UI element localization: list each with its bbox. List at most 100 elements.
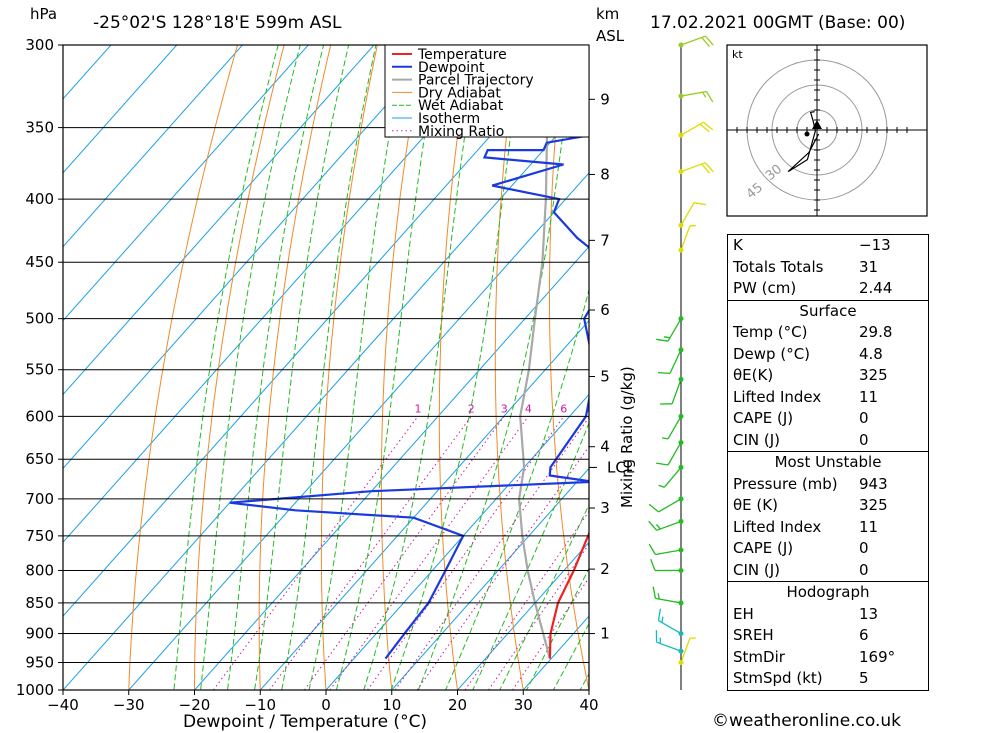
most-unstable-row-label: Pressure (mb) xyxy=(733,474,838,493)
mixing-ratio-label: 20 xyxy=(671,402,685,415)
dry-adiabat-line xyxy=(258,45,332,690)
wind-barb xyxy=(657,347,684,375)
wind-barb xyxy=(678,35,714,48)
mixing-ratio-label: 10 xyxy=(604,402,618,415)
index-row-label: PW (cm) xyxy=(733,279,797,297)
x-tick-label: 0 xyxy=(321,696,331,714)
index-row-value: 2.44 xyxy=(859,279,893,297)
most-unstable-row: Lifted Index 11 xyxy=(728,517,928,539)
surface-row-label: Dewp (°C) xyxy=(733,344,811,363)
pressure-tick-label: 700 xyxy=(25,490,54,508)
most-unstable-row: CIN (J) 0 xyxy=(728,560,928,582)
legend-entry: Dewpoint xyxy=(418,60,485,76)
pressure-tick-label: 650 xyxy=(25,450,54,468)
legend-box xyxy=(384,44,590,138)
datetime-title: 17.02.2021 00GMT (Base: 00) xyxy=(650,13,905,33)
surface-row: θE(K) 325 xyxy=(728,365,928,387)
surface-row: Dewp (°C) 4.8 xyxy=(728,344,928,366)
most-unstable-row-value: 325 xyxy=(859,496,888,514)
index-row-value: −13 xyxy=(859,236,891,254)
isotherm-line xyxy=(63,45,178,174)
most-unstable-row: Pressure (mb) 943 xyxy=(728,474,928,496)
km-tick-label: 7 xyxy=(600,231,610,249)
wet-adiabat-line xyxy=(499,503,589,690)
units-label: hPa xyxy=(30,5,57,23)
km-tick-label: 1 xyxy=(600,625,610,643)
surface-row-value: 29.8 xyxy=(859,323,893,341)
mixing-ratio-label: 1 xyxy=(415,402,422,415)
km-label: km xyxy=(596,5,619,23)
hodograph-row-label: StmDir xyxy=(733,647,785,666)
surface-row-value: 0 xyxy=(859,430,869,449)
isotherm-line xyxy=(63,45,309,322)
wind-barb xyxy=(678,90,714,103)
dry-adiabat-line xyxy=(975,0,1000,716)
lcl-label: LCL xyxy=(607,458,635,476)
mixing-ratio-line xyxy=(329,416,529,690)
location-title: -25°02'S 128°18'E 599m ASL xyxy=(93,13,342,33)
isotherm-line xyxy=(391,467,589,690)
pressure-tick-label: 750 xyxy=(25,527,54,545)
surface-row-value: 4.8 xyxy=(859,344,883,363)
wind-barb xyxy=(678,225,696,253)
wind-barb xyxy=(656,439,684,466)
most-unstable-row: θE (K) 325 xyxy=(728,495,928,517)
km-tick-label: 8 xyxy=(600,165,610,183)
dry-adiabat-line xyxy=(653,0,728,716)
mixing-ratio-label: 25 xyxy=(693,402,707,415)
index-row-label: K xyxy=(733,236,743,254)
hodograph-table-header: Hodograph xyxy=(728,581,928,604)
mixing-ratio-label: 3 xyxy=(501,402,508,415)
hodograph-unit-label: kt xyxy=(732,48,743,61)
wind-barb xyxy=(661,413,684,440)
most-unstable-row-value: 943 xyxy=(859,474,888,493)
most-unstable-row-label: CIN (J) xyxy=(733,560,781,579)
surface-row: Temp (°C) 29.8 xyxy=(728,322,928,344)
x-tick-label: −20 xyxy=(179,696,211,714)
legend-entry: Mixing Ratio xyxy=(418,124,504,140)
pressure-tick-label: 600 xyxy=(25,407,54,425)
mixing-ratio-line xyxy=(269,416,472,690)
hodograph-row-label: StmSpd (kt) xyxy=(733,669,823,687)
isotherm-line xyxy=(193,245,589,690)
wind-barb xyxy=(660,376,684,405)
indices-table: K −13 Totals Totals 31 PW (cm) 2.44 Surface T… xyxy=(727,234,929,691)
isotherm-line xyxy=(63,45,441,470)
dewpoint-line xyxy=(229,45,589,660)
isotherm-line xyxy=(63,45,112,100)
pressure-tick-label: 500 xyxy=(25,310,54,328)
hodograph-row: SREH 6 xyxy=(728,625,928,647)
dry-adiabat-line xyxy=(931,0,1000,716)
surface-header: Surface xyxy=(728,299,928,323)
temperature-line xyxy=(548,531,589,659)
km-tick-label: 5 xyxy=(600,367,610,385)
surface-row: CAPE (J) 0 xyxy=(728,408,928,430)
legend-entry: Wet Adiabat xyxy=(418,98,504,114)
copyright: ©weatheronline.co.uk xyxy=(712,711,902,731)
index-row: PW (cm) 2.44 xyxy=(728,278,928,300)
surface-row-label: CIN (J) xyxy=(733,430,781,449)
wind-barb xyxy=(678,162,714,175)
km-tick-label: 4 xyxy=(600,438,610,456)
x-tick-label: −40 xyxy=(47,696,79,714)
most-unstable-row-label: Lifted Index xyxy=(733,517,822,536)
surface-row-label: Temp (°C) xyxy=(733,323,808,341)
km-tick-label: 9 xyxy=(600,90,610,108)
hodograph-point xyxy=(804,131,810,137)
mixing-ratio-label: 4 xyxy=(525,402,532,415)
mixing-ratio-line xyxy=(416,445,589,690)
x-tick-label: −10 xyxy=(244,696,276,714)
pressure-tick-label: 350 xyxy=(25,119,54,137)
wind-barb xyxy=(678,637,696,666)
hodograph-row: StmSpd (kt) 5 xyxy=(728,668,928,690)
isotherm-line xyxy=(325,393,589,690)
mixing-ratio-line xyxy=(367,416,565,690)
most-unstable-row-value: 0 xyxy=(859,560,869,579)
isotherm-line xyxy=(522,615,589,690)
mixing-ratio-line xyxy=(303,416,505,690)
wind-barb xyxy=(657,608,684,637)
wind-barb xyxy=(652,586,684,606)
mixing-ratio-axis-label: Mixing Ratio (g/kg) xyxy=(618,366,636,508)
storm-motion-marker xyxy=(812,120,822,129)
surface-row-label: CAPE (J) xyxy=(733,409,794,427)
